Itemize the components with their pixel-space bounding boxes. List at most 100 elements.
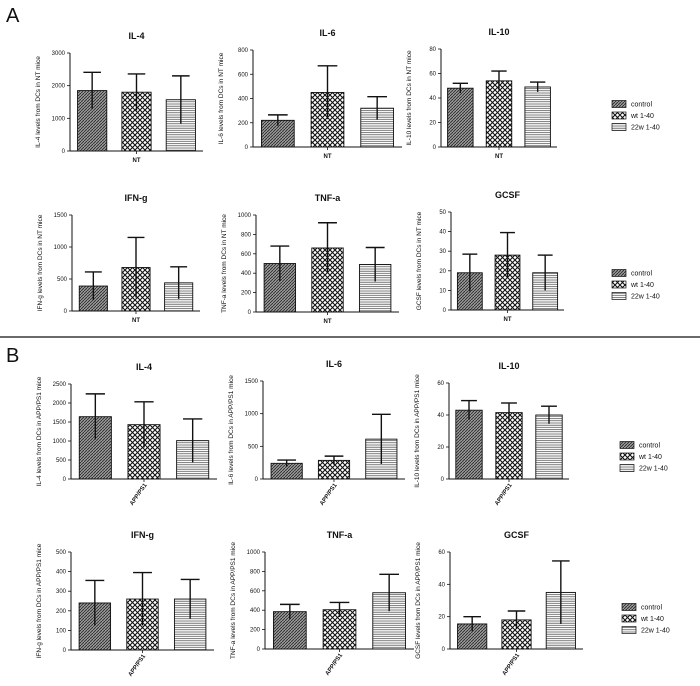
y-axis-label: GCSF levels from DCs in NT mice xyxy=(416,211,423,310)
bar xyxy=(535,414,563,480)
chart-1: IL-6 0 200 400 600 800 NT IL-6 levels from DCs … xyxy=(218,28,402,160)
legend-label: 22w 1-40 xyxy=(639,466,668,473)
y-tick-label: 200 xyxy=(56,609,67,615)
x-tick-label: NT xyxy=(324,154,332,160)
legend-label: control xyxy=(631,271,652,278)
legends-layer: control wt 1-40 22w 1-40 control wt 1-40 22w … xyxy=(611,100,670,635)
y-tick-label: 200 xyxy=(241,291,252,297)
y-tick-label: 80 xyxy=(429,47,436,53)
y-axis-label: IL-4 levels from DCs in NT mice xyxy=(35,56,42,148)
y-tick-label: 1000 xyxy=(245,412,259,418)
y-tick-label: 500 xyxy=(56,458,67,464)
chart-title: IL-10 xyxy=(498,361,519,371)
y-tick-label: 1000 xyxy=(53,439,67,445)
chart-title: IL-4 xyxy=(136,362,152,372)
legend-swatch xyxy=(611,123,627,131)
y-tick-label: 50 xyxy=(439,210,446,216)
bar xyxy=(524,86,551,148)
chart-3: IFN-g 0 500 1000 1500 NT IFN-g levels from DCs… xyxy=(37,193,200,324)
chart-title: IL-6 xyxy=(319,28,335,38)
y-tick-label: 20 xyxy=(429,121,436,127)
y-axis-label: TNF-a levels from DCs in NT mice xyxy=(221,214,228,313)
y-tick-label: 1500 xyxy=(53,420,67,426)
chart-title: IFN-g xyxy=(131,530,154,540)
y-tick-label: 30 xyxy=(439,249,446,255)
y-tick-label: 1500 xyxy=(245,379,259,385)
y-tick-label: 0 xyxy=(62,149,66,155)
y-tick-label: 600 xyxy=(250,589,261,595)
y-axis-label: IL-4 levels from DCs in APP/PS1 mice xyxy=(36,376,43,486)
y-tick-label: 800 xyxy=(241,232,252,238)
y-tick-label: 0 xyxy=(441,477,445,483)
y-tick-label: 0 xyxy=(443,308,447,314)
legend-label: wt 1-40 xyxy=(630,282,654,289)
y-axis-label: IFN-g levels from DCs in NT mice xyxy=(37,214,44,311)
legend-swatch xyxy=(621,614,637,623)
y-tick-label: 20 xyxy=(437,445,444,451)
y-tick-label: 200 xyxy=(250,628,261,634)
y-tick-label: 400 xyxy=(250,608,261,614)
y-tick-label: 0 xyxy=(433,145,437,151)
y-tick-label: 400 xyxy=(241,271,252,277)
legend-label: 22w 1-40 xyxy=(631,294,660,301)
legend: control wt 1-40 22w 1-40 xyxy=(611,269,660,301)
y-axis-label: TNF-a levels from DCs in APP/PS1 mice xyxy=(230,542,237,659)
y-tick-label: 800 xyxy=(238,48,249,54)
bar xyxy=(447,87,474,148)
y-tick-label: 100 xyxy=(56,628,67,634)
y-tick-label: 60 xyxy=(437,381,444,387)
y-axis-label: GCSF levels from DCs in APP/PS1 mice xyxy=(415,542,422,659)
x-tick-label: APP/PS1 xyxy=(325,652,345,677)
legend-label: wt 1-40 xyxy=(630,113,654,120)
chart-title: GCSF xyxy=(495,190,521,200)
y-tick-label: 0 xyxy=(63,477,67,483)
panel-label-a: A xyxy=(6,5,20,27)
x-tick-label: NT xyxy=(132,318,140,324)
y-tick-label: 0 xyxy=(245,145,249,151)
y-tick-label: 0 xyxy=(64,309,68,315)
legend-swatch xyxy=(611,292,627,300)
y-tick-label: 400 xyxy=(56,570,67,576)
legend-swatch xyxy=(611,269,627,277)
chart-11: GCSF 0 20 40 60 APP/PS1 GCSF levels from DCs i… xyxy=(415,530,583,677)
y-tick-label: 20 xyxy=(438,615,445,621)
legend-swatch xyxy=(619,464,635,472)
legend-label: control xyxy=(639,443,660,450)
legend-swatch xyxy=(619,452,635,461)
legend-label: control xyxy=(631,102,652,109)
bar xyxy=(495,412,523,480)
y-tick-label: 20 xyxy=(439,269,446,275)
y-axis-label: IL-6 levels from DCs in APP/PS1 mice xyxy=(228,375,235,485)
legend-label: 22w 1-40 xyxy=(641,628,670,635)
y-axis-label: IL-10 levels from DCs in APP/PS1 mice xyxy=(414,374,421,488)
y-tick-label: 10 xyxy=(439,288,446,294)
legend-label: control xyxy=(641,605,662,612)
chart-4: TNF-a 0 200 400 600 800 1000 NT TNF-a levels fro… xyxy=(221,193,399,325)
legend-swatch xyxy=(619,441,635,449)
legend-swatch xyxy=(611,100,627,108)
x-tick-label: NT xyxy=(504,317,512,323)
y-tick-label: 60 xyxy=(429,72,436,78)
y-tick-label: 1000 xyxy=(52,116,66,122)
x-tick-label: NT xyxy=(495,154,503,160)
y-tick-label: 600 xyxy=(238,72,249,78)
y-tick-label: 500 xyxy=(57,277,68,283)
chart-title: TNF-a xyxy=(315,193,341,203)
chart-title: IL-10 xyxy=(488,27,509,37)
legend-label: 22w 1-40 xyxy=(631,125,660,132)
bar xyxy=(485,80,513,148)
y-tick-label: 800 xyxy=(250,569,261,575)
chart-7: IL-6 0 500 1000 1500 APP/PS1 IL-6 levels from … xyxy=(228,359,405,507)
chart-6: IL-4 0 500 1000 1500 2000 2500 APP/PS1 IL-4 leve… xyxy=(36,362,217,507)
y-tick-label: 300 xyxy=(56,589,67,595)
bar xyxy=(457,623,488,650)
y-tick-label: 600 xyxy=(241,252,252,258)
y-tick-label: 0 xyxy=(257,647,261,653)
chart-10: TNF-a 0 200 400 600 800 1000 APP/PS1 TNF-a level… xyxy=(230,530,414,677)
legend-swatch xyxy=(621,626,637,634)
y-tick-label: 500 xyxy=(248,444,259,450)
y-tick-label: 40 xyxy=(439,230,446,236)
chart-title: GCSF xyxy=(504,530,530,540)
y-axis-label: IFN-g levels from DCs in APP/PS1 mice xyxy=(36,543,43,658)
